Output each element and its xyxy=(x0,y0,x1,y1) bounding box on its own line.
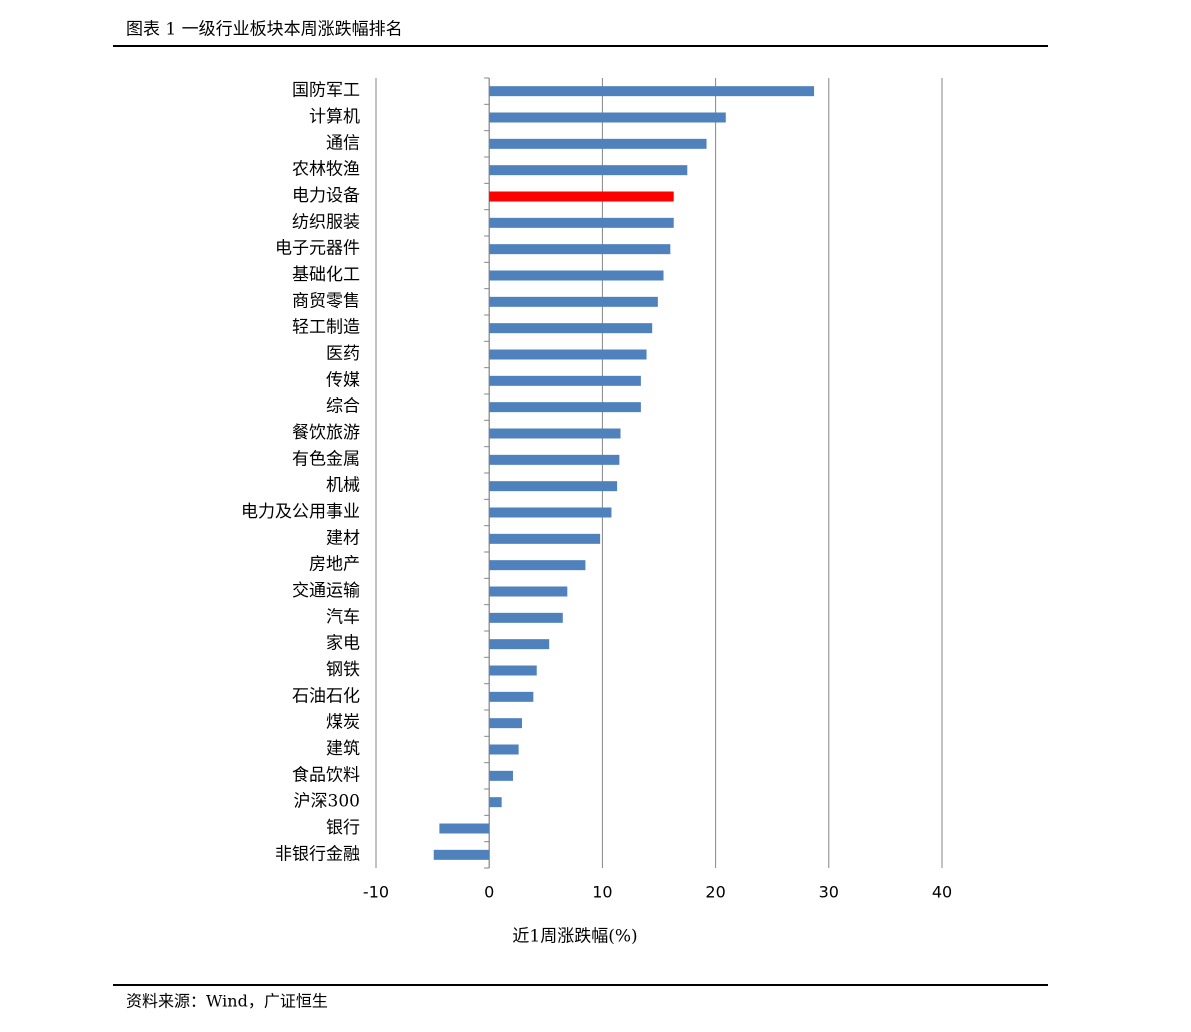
y-tick-label: 国防军工 xyxy=(292,81,360,101)
y-tick-label: 电力设备 xyxy=(292,186,360,206)
y-tick-label: 机械 xyxy=(326,476,360,496)
y-tick-label: 房地产 xyxy=(309,555,360,575)
bar xyxy=(489,191,674,202)
source-note: 资料来源：Wind，广证恒生 xyxy=(126,992,328,1011)
bar xyxy=(489,86,815,97)
y-tick-label: 商贸零售 xyxy=(292,291,360,311)
bar xyxy=(489,296,658,307)
bar xyxy=(489,691,534,702)
y-tick-label: 通信 xyxy=(326,133,360,153)
bar xyxy=(489,481,618,492)
y-tick-label: 综合 xyxy=(326,397,360,417)
y-tick-label: 医药 xyxy=(326,344,360,364)
y-tick-label: 汽车 xyxy=(326,607,360,627)
y-tick-label: 煤炭 xyxy=(326,713,360,733)
bar xyxy=(489,533,601,544)
x-tick-label: 40 xyxy=(932,883,952,902)
bar xyxy=(489,639,550,650)
bar xyxy=(489,612,563,623)
bar xyxy=(489,586,568,597)
bar xyxy=(489,244,671,255)
bar xyxy=(489,428,621,439)
y-tick-label: 家电 xyxy=(326,634,360,654)
y-tick-label: 电子元器件 xyxy=(275,239,360,259)
bar xyxy=(489,402,641,413)
bar xyxy=(489,138,707,149)
y-tick-label: 基础化工 xyxy=(292,265,360,285)
x-tick-label: 20 xyxy=(705,883,725,902)
bar xyxy=(489,112,726,123)
bar xyxy=(489,270,664,281)
bar xyxy=(489,165,688,176)
bar xyxy=(489,507,612,518)
bar xyxy=(489,454,620,465)
bar xyxy=(489,323,653,334)
y-tick-label: 有色金属 xyxy=(292,449,360,469)
bar xyxy=(489,560,586,571)
bar xyxy=(489,375,641,386)
bar xyxy=(489,718,523,729)
y-tick-label: 建材 xyxy=(326,528,360,548)
y-tick-label: 计算机 xyxy=(309,107,360,127)
bar xyxy=(489,665,537,676)
y-tick-label: 钢铁 xyxy=(326,660,360,680)
y-tick-label: 沪深300 xyxy=(294,792,360,812)
y-tick-label: 银行 xyxy=(326,818,360,838)
y-tick-label: 食品饮料 xyxy=(292,765,360,785)
x-tick-label: 0 xyxy=(484,883,494,902)
bar xyxy=(489,770,513,781)
y-tick-label: 农林牧渔 xyxy=(292,160,360,180)
bar xyxy=(489,744,519,755)
y-tick-label: 传媒 xyxy=(326,370,360,390)
x-axis-label: 近1周涨跌幅(%) xyxy=(512,927,637,947)
x-tick-label: -10 xyxy=(363,883,389,902)
y-tick-label: 餐饮旅游 xyxy=(292,423,360,443)
bar xyxy=(489,217,674,228)
y-tick-label: 石油石化 xyxy=(292,686,360,706)
x-tick-label: 10 xyxy=(592,883,612,902)
header-title: 图表 1 一级行业板块本周涨跌幅排名 xyxy=(126,20,403,40)
bar xyxy=(439,823,490,834)
bar xyxy=(433,849,490,860)
y-tick-label: 电力及公用事业 xyxy=(241,502,360,522)
x-tick-label: 30 xyxy=(819,883,839,902)
bar xyxy=(489,349,647,360)
y-tick-label: 非银行金融 xyxy=(275,844,360,864)
y-tick-label: 轻工制造 xyxy=(292,318,360,338)
y-tick-label: 交通运输 xyxy=(292,581,360,601)
bar xyxy=(489,797,502,808)
y-tick-label: 建筑 xyxy=(326,739,360,759)
y-tick-label: 纺织服装 xyxy=(292,212,360,232)
